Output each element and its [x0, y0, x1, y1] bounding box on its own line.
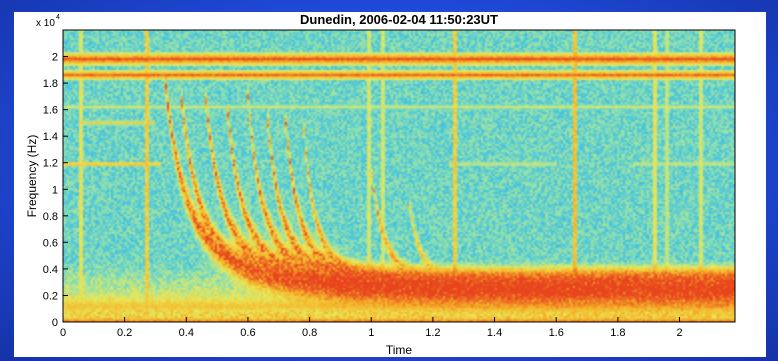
x-tick-label: 1: [368, 327, 374, 339]
y-tick-label: 1.4: [43, 131, 58, 143]
y-axis-label: Frequency (Hz): [25, 135, 39, 218]
y-tick-label: 0.4: [43, 264, 58, 276]
x-tick-label: 1.4: [487, 327, 502, 339]
x-tick-label: 1.6: [549, 327, 564, 339]
y-tick-label: 1.2: [43, 158, 58, 170]
x-tick-label: 1.2: [425, 327, 440, 339]
y-tick-label: 0.8: [43, 211, 58, 223]
x-tick-label: 0.6: [240, 327, 255, 339]
y-tick-label: 0.6: [43, 237, 58, 249]
chart-title: Dunedin, 2006-02-04 11:50:23UT: [300, 12, 498, 27]
y-axis-multiplier-exponent: 4: [56, 14, 60, 21]
y-tick-label: 1: [52, 184, 58, 196]
y-axis-multiplier: x 10: [36, 18, 55, 29]
y-axis: 0 0.2 0.4 0.6 0.8 1 1.2 1.4 1.6 1.8 2: [43, 52, 68, 329]
x-tick-label: 1.8: [610, 327, 625, 339]
y-tick-label: 0.2: [43, 290, 58, 302]
x-tick-label: 2: [676, 327, 682, 339]
x-tick-label: 0.2: [117, 327, 132, 339]
plot-border: [62, 29, 736, 323]
plot-area: [62, 29, 736, 323]
y-tick-label: 1.8: [43, 78, 58, 90]
y-tick-label: 2: [52, 52, 58, 64]
x-tick-label: 0: [60, 327, 66, 339]
x-axis: 0 0.2 0.4 0.6 0.8 1 1.2 1.4 1.6 1.8 2: [60, 317, 683, 339]
x-tick-label: 0.8: [302, 327, 317, 339]
y-tick-label: 0: [52, 317, 58, 329]
y-tick-label: 1.6: [43, 105, 58, 117]
x-tick-label: 0.4: [179, 327, 194, 339]
spectrogram-image: [63, 30, 735, 322]
x-axis-label: Time: [386, 343, 413, 357]
